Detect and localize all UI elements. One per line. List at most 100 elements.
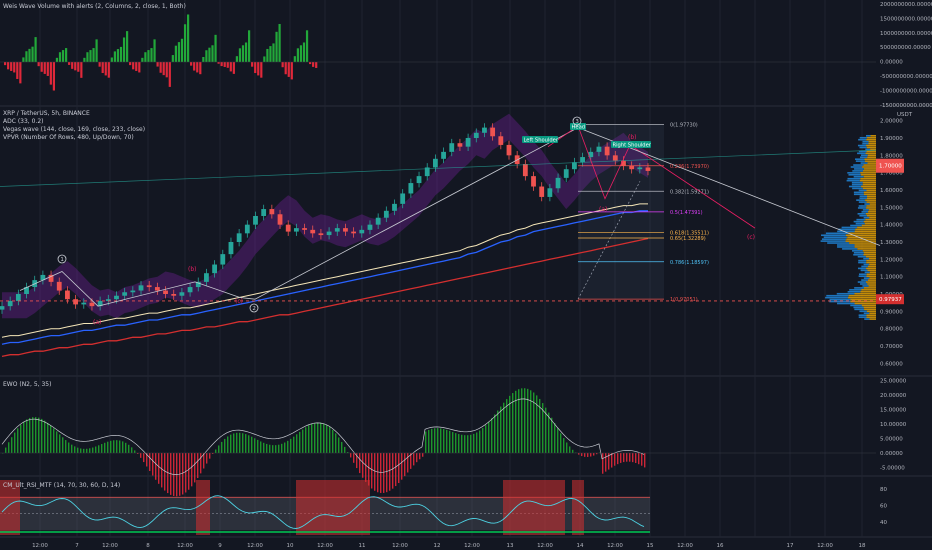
ewo-bar [467,435,469,453]
ewo-bar [194,453,196,483]
candle-body [629,165,635,170]
ewo-bar [266,443,268,453]
price-axis-unit: USDT [897,112,913,118]
weis-bar [144,52,147,62]
vpvr-bar-down [847,236,876,238]
time-axis-tick: 12:00 [102,543,118,549]
ewo-bar [128,444,130,453]
fib-label: 0.382(1.59271) [670,189,709,195]
weis-bar [241,45,245,62]
ewo-bar [23,421,25,453]
weis-legend[interactable]: Weis Wave Volume with alerts (2, Columns… [3,3,186,11]
weis-bar [269,46,272,62]
ewo-bar [551,417,553,453]
ewo-bar [332,429,334,453]
vpvr-bar-up [853,164,864,166]
ewo-bar [182,453,184,495]
weis-bar [193,62,196,71]
ewo-legend[interactable]: EWO (N2, 5, 35) [3,381,51,389]
wave-circle [572,116,582,126]
ewo-bar [608,453,610,470]
vpvr-bar-up [857,281,866,283]
price-axis-tick: 0.70000 [880,344,903,350]
vpvr-bar-up [837,246,855,248]
weis-bar [315,62,318,68]
fib-label: 0.618(1.35511) [670,230,709,236]
time-axis-tick: 12 [434,543,441,549]
vpvr-bar-down [866,150,876,153]
candle-body [498,136,504,145]
ewo-bar [434,428,436,453]
ewo-bar [155,453,157,480]
weis-bar [98,62,101,67]
price-legend[interactable]: XRP / TetherUS, 5h, BINANCE ADC (33, 0.2… [3,110,145,142]
vpvr-bar-up [829,300,851,303]
vpvr-bar-down [866,205,876,207]
ewo-bar [605,453,607,472]
weis-bar [80,62,83,78]
weis-bar [16,62,19,79]
vpvr-bar-up [856,218,866,221]
time-axis-tick: 17 [787,543,794,549]
ewo-bar [530,390,532,453]
price-axis-tick: 1.30000 [880,240,903,246]
vpvr-bar-up [852,170,863,172]
weis-bar [159,62,162,73]
weis-axis-tick: 1500000000.00000 [880,16,932,22]
weis-bar [162,62,165,76]
weis-bar [19,62,22,84]
vpvr-bar-up [825,232,849,235]
weis-bar [257,62,260,76]
rsi-overbought-zone [572,480,584,535]
ewo-bar [101,444,103,453]
candle-body [236,233,242,242]
rsi-legend[interactable]: CM_Ult_RSI_MTF (14, 70, 30, 60, D, 14) [3,482,120,490]
ewo-bar [71,444,73,453]
vpvr-bar-up [851,181,863,184]
ewo-bar [578,453,580,455]
weis-bar [202,57,205,62]
vpvr-bar-down [861,304,876,307]
candle-body [334,228,340,232]
vpvr-bar-down [866,316,876,318]
ewo-bar [617,453,619,465]
vpvr-profile [820,135,876,320]
hs-label: Head [572,125,586,131]
ewo-panel [0,388,876,497]
ewo-bar [509,395,511,453]
vpvr-bar-down [862,166,876,168]
ewo-bar [293,436,295,453]
ewo-bar [461,434,463,453]
weis-bar [89,50,92,62]
candle-body [89,302,95,307]
weis-axis-tick: 500000000.00000 [880,45,931,51]
ewo-bar [320,422,322,453]
vpvr-bar-down [850,300,876,303]
vpvr-bar-down [857,226,876,229]
weis-bar [187,14,190,62]
candle-body [310,229,316,234]
vpvr-bar-up [853,175,864,178]
weis-bar [287,62,290,77]
weis-bar [299,45,303,62]
weis-axis-tick: 1000000000.00000 [880,31,932,37]
weis-wave-panel [0,14,876,91]
trend-line [0,149,877,187]
candle-body [171,294,177,296]
candle-body [465,138,471,147]
ewo-bar [566,442,568,453]
ewo-bar [620,453,622,463]
rsi-overbought-zone [296,480,370,535]
vpvr-bar-up [863,257,869,260]
ewo-bar [581,453,583,457]
vpvr-bar-down [845,240,876,242]
weis-bar [25,51,28,62]
time-axis-tick: 12:00 [464,543,480,549]
ewo-bar [488,421,490,453]
ewo-bar [209,453,211,459]
wave-label: 2 [252,306,256,312]
ewo-bar [323,423,325,453]
ewo-bar [281,443,283,453]
vpvr-bar-up [865,148,871,151]
